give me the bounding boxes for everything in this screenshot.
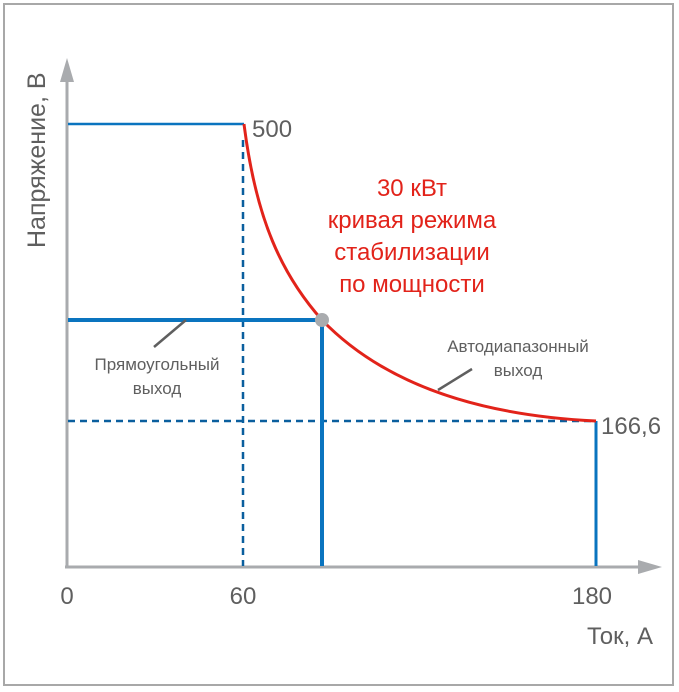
x-tick-60: 60 — [230, 583, 257, 610]
rect-output-label-2: выход — [133, 379, 182, 398]
chart-frame — [3, 3, 674, 686]
auto-output-pointer — [437, 367, 473, 392]
axes — [60, 58, 662, 574]
x-tick-180: 180 — [572, 583, 612, 610]
x-tick-0: 0 — [60, 583, 73, 610]
v-min-label: 166,6 — [601, 413, 661, 440]
auto-output-label-2: выход — [494, 361, 543, 380]
operating-point-dot — [315, 313, 329, 327]
title-line-3: стабилизации — [334, 239, 490, 266]
title-line-1: 30 кВт — [377, 175, 447, 202]
curve-title: 30 кВт кривая режима стабилизации по мощ… — [328, 175, 497, 298]
x-axis-arrow-icon — [638, 560, 662, 574]
rect-output-label-1: Прямоугольный — [95, 355, 220, 374]
v-max-label: 500 — [252, 116, 292, 143]
y-axis-arrow-icon — [60, 58, 74, 82]
constant-power-curve — [242, 123, 597, 423]
auto-output-label-1: Автодиапазонный — [447, 337, 589, 356]
title-line-2: кривая режима — [328, 207, 497, 234]
x-axis-label: Ток, А — [587, 623, 653, 650]
title-line-4: по мощности — [339, 271, 485, 298]
y-axis-label: Напряжение, В — [23, 72, 51, 248]
rect-output-pointer — [153, 319, 187, 348]
